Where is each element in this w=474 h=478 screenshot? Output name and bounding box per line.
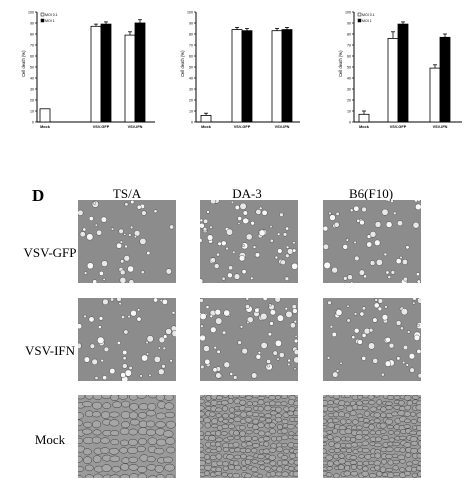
y-tick-label: 60	[30, 55, 34, 59]
y-tick-label: 10	[30, 110, 34, 114]
y-tick-label: 90	[30, 22, 34, 26]
y-tick-label: 20	[30, 99, 34, 103]
y-tick-label: 30	[189, 88, 193, 92]
micrograph-vsv-gfp-ts-a	[78, 200, 176, 283]
y-tick-label: 50	[30, 66, 34, 70]
x-tick-label: VSV-IFN	[275, 125, 290, 129]
y-tick-label: 40	[347, 77, 351, 81]
micrograph-vsv-ifn-b6-f10	[323, 298, 421, 381]
y-tick-label: 80	[189, 33, 193, 37]
x-tick-label: VSV-GFP	[234, 125, 251, 129]
y-tick-label: 70	[347, 44, 351, 48]
bar-filled	[282, 30, 292, 122]
micrograph-vsv-gfp-da-3	[200, 200, 298, 283]
micrograph-mock-b6-f10	[323, 395, 421, 478]
bar-filled	[398, 24, 408, 122]
y-tick-label: 60	[189, 55, 193, 59]
y-tick-label: 30	[347, 88, 351, 92]
bar-filled	[242, 31, 252, 122]
y-tick-label: 50	[189, 66, 193, 70]
bar-open	[359, 114, 369, 122]
y-tick-label: 90	[347, 22, 351, 26]
x-tick-label: VSV-GFP	[390, 125, 407, 129]
y-axis-label: Cell death (%)	[21, 50, 26, 77]
y-tick-label: 40	[189, 77, 193, 81]
legend-label: MOI 1	[45, 19, 55, 23]
x-tick-label: VSV-IFN	[128, 125, 143, 129]
bar-open	[232, 30, 242, 122]
y-tick-label: 20	[347, 99, 351, 103]
y-tick-label: 20	[189, 99, 193, 103]
y-tick-label: 90	[189, 22, 193, 26]
y-tick-label: 10	[347, 110, 351, 114]
legend-swatch	[41, 13, 44, 16]
x-tick-label: Mock	[40, 125, 51, 129]
bar-filled	[135, 23, 145, 122]
bar-open	[40, 109, 50, 122]
y-tick-label: 80	[347, 33, 351, 37]
legend-label: MOI 0.1	[45, 13, 58, 17]
legend-swatch	[358, 13, 361, 16]
bar-open	[272, 31, 282, 122]
y-tick-label: 50	[347, 66, 351, 70]
bar-open	[91, 26, 101, 122]
micrograph-mock-ts-a	[78, 395, 176, 478]
y-tick-label: 100	[345, 11, 351, 15]
y-tick-label: 0	[349, 121, 351, 125]
y-axis-label: Cell death (%)	[338, 50, 343, 77]
panel-letter: D	[32, 186, 44, 206]
legend-label: MOI 1	[362, 19, 372, 23]
row-heading-mock: Mock	[20, 432, 80, 448]
y-tick-label: 60	[347, 55, 351, 59]
x-tick-label: Mock	[359, 125, 370, 129]
x-tick-label: VSV-IFN	[433, 125, 448, 129]
bar-filled	[440, 37, 450, 122]
legend-label: MOI 0.1	[362, 13, 375, 17]
micrograph-vsv-ifn-da-3	[200, 298, 298, 381]
micrograph-vsv-gfp-b6-f10	[323, 200, 421, 283]
x-tick-label: Mock	[201, 125, 212, 129]
row-heading-vsv-ifn: VSV-IFN	[20, 343, 80, 359]
y-tick-label: 0	[191, 121, 193, 125]
y-axis-label: Cell death (%)	[180, 50, 185, 77]
micrograph-vsv-ifn-ts-a	[78, 298, 176, 381]
y-tick-label: 100	[187, 11, 193, 15]
y-tick-label: 80	[30, 33, 34, 37]
bar-open	[125, 35, 135, 122]
bar-open	[388, 38, 398, 122]
y-tick-label: 70	[189, 44, 193, 48]
y-tick-label: 70	[30, 44, 34, 48]
legend-swatch	[358, 19, 361, 22]
bar-open	[201, 115, 211, 122]
y-tick-label: 10	[189, 110, 193, 114]
y-tick-label: 100	[28, 11, 34, 15]
y-tick-label: 0	[32, 121, 34, 125]
row-heading-vsv-gfp: VSV-GFP	[20, 245, 80, 261]
y-tick-label: 30	[30, 88, 34, 92]
y-tick-label: 40	[30, 77, 34, 81]
x-tick-label: VSV-GFP	[93, 125, 110, 129]
legend-swatch	[41, 19, 44, 22]
micrograph-mock-da-3	[200, 395, 298, 478]
bar-filled	[101, 24, 111, 122]
bar-open	[430, 68, 440, 122]
